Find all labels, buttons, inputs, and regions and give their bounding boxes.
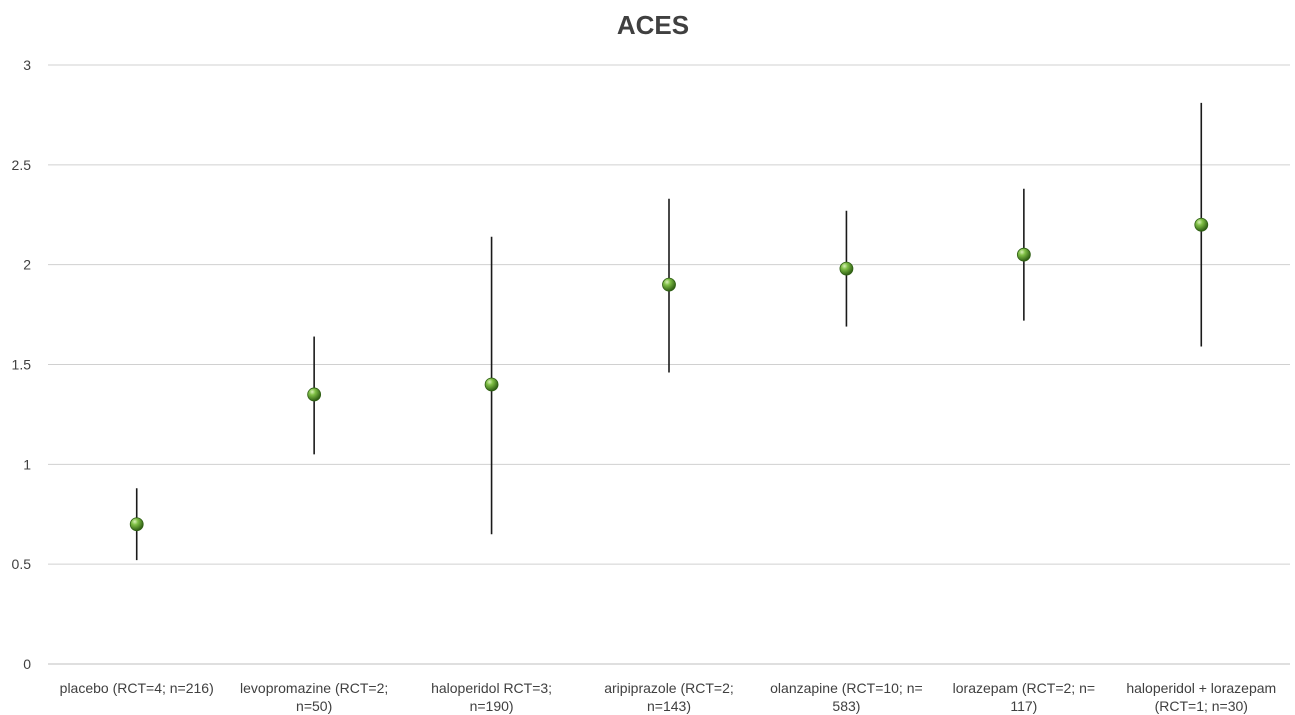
y-tick-label: 2.5 bbox=[12, 157, 32, 173]
y-tick-label: 0 bbox=[23, 656, 31, 672]
x-category-label: haloperidol + lorazepam (RCT=1; n=30) bbox=[1126, 680, 1276, 714]
x-category-label: haloperidol RCT=3; n=190) bbox=[431, 680, 552, 714]
y-tick-label: 2 bbox=[23, 257, 31, 273]
x-category-label: lorazepam (RCT=2; n= 117) bbox=[953, 680, 1095, 714]
data-point bbox=[662, 277, 676, 292]
x-category-label-line: aripiprazole (RCT=2; bbox=[604, 680, 734, 696]
x-category-label-line: olanzapine (RCT=10; n= bbox=[770, 680, 923, 696]
y-tick-label: 1 bbox=[23, 456, 31, 472]
x-category-label-line: haloperidol RCT=3; bbox=[431, 680, 552, 696]
error-bars bbox=[135, 102, 1203, 561]
data-point bbox=[1016, 247, 1031, 262]
x-category-label-line: n=143) bbox=[647, 698, 691, 714]
x-category-label-line: 117) bbox=[1010, 698, 1037, 714]
x-category-label: placebo (RCT=4; n=216) bbox=[60, 680, 214, 696]
x-category-label-line: n=190) bbox=[470, 698, 514, 714]
y-axis-tick-labels: 0 0.5 1 1.5 2 2.5 3 bbox=[12, 57, 32, 672]
x-category-label-line: placebo (RCT=4; n=216) bbox=[60, 680, 214, 696]
x-axis-category-labels: placebo (RCT=4; n=216) levopromazine (RCT… bbox=[60, 680, 1277, 714]
data-point bbox=[307, 387, 322, 402]
data-point bbox=[1194, 217, 1209, 232]
chart-title: ACES bbox=[617, 10, 689, 40]
x-category-label-line: n=50) bbox=[296, 698, 332, 714]
y-tick-label: 0.5 bbox=[12, 556, 32, 572]
x-category-label-line: (RCT=1; n=30) bbox=[1155, 698, 1248, 714]
x-category-label: aripiprazole (RCT=2; n=143) bbox=[604, 680, 734, 714]
x-category-label-line: haloperidol + lorazepam bbox=[1126, 680, 1276, 696]
x-category-label-line: levopromazine (RCT=2; bbox=[240, 680, 388, 696]
x-category-label: levopromazine (RCT=2; n=50) bbox=[240, 680, 388, 714]
data-points bbox=[129, 217, 1209, 532]
data-point bbox=[484, 377, 499, 392]
x-category-label-line: lorazepam (RCT=2; n= bbox=[953, 680, 1095, 696]
x-category-label-line: 583) bbox=[832, 698, 860, 714]
y-tick-label: 1.5 bbox=[12, 357, 32, 373]
data-point bbox=[129, 517, 144, 532]
x-category-label: olanzapine (RCT=10; n= 583) bbox=[770, 680, 923, 714]
data-point bbox=[839, 261, 854, 276]
y-tick-label: 3 bbox=[23, 57, 31, 73]
